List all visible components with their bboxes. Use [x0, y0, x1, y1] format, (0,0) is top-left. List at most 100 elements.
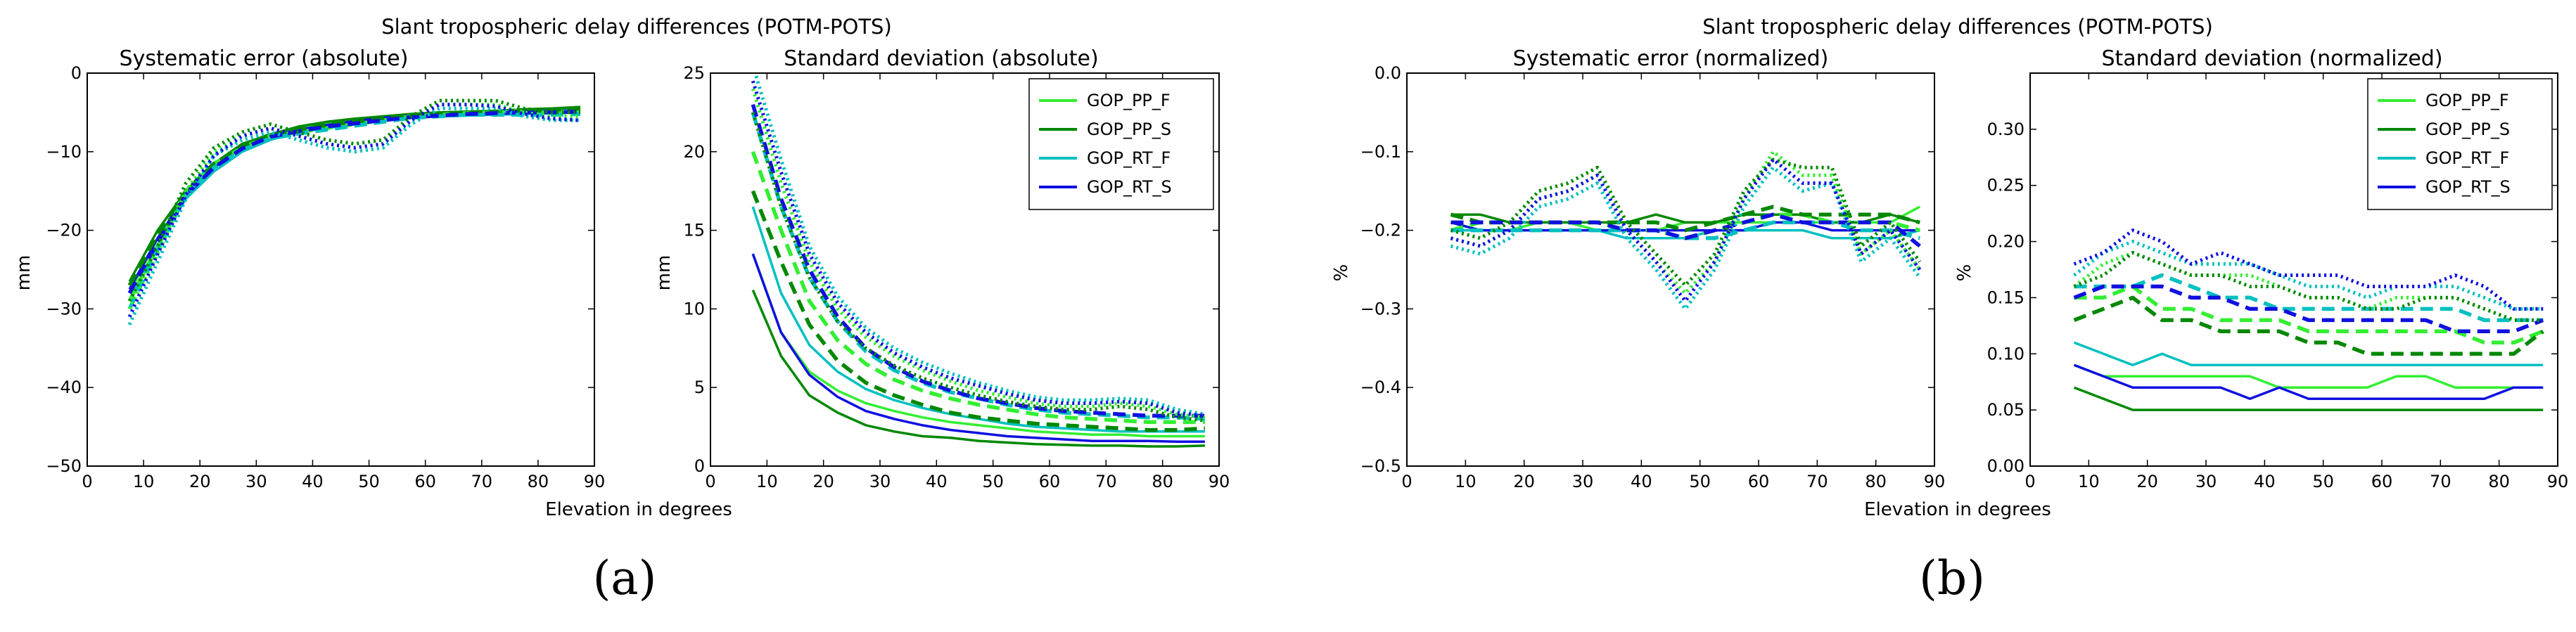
- y-tick-label: −0.3: [1360, 299, 1401, 318]
- y-tick-label: 0.0: [1375, 63, 1401, 83]
- series-line-gop_rt_s-dashed: [1450, 212, 1921, 248]
- axes-frame: [710, 72, 1220, 467]
- series-line-gop_rt_s-solid: [2073, 363, 2544, 400]
- x-tick-label: 40: [302, 472, 324, 491]
- x-tick-label: 30: [246, 472, 267, 491]
- y-tick-label: 20: [683, 142, 705, 162]
- x-tick-label: 20: [2136, 472, 2158, 491]
- series-line-gop_pp_s-dashed: [751, 190, 1206, 432]
- y-tick-label: 0.20: [1987, 232, 2025, 252]
- x-tick-label: 60: [2371, 472, 2393, 491]
- series-line-gop_rt_s-dashed: [127, 110, 581, 295]
- series-group: [751, 73, 1206, 448]
- y-tick-label: 15: [683, 221, 705, 240]
- x-tick-label: 10: [756, 472, 778, 491]
- y-tick-label: 0.10: [1987, 344, 2025, 363]
- legend-label-gop_pp_s: GOP_PP_S: [2425, 120, 2510, 139]
- y-tick-label: 5: [694, 378, 705, 397]
- y-tick-label: 0.30: [1987, 120, 2025, 139]
- x-tick-label: 60: [1039, 472, 1061, 491]
- x-tick-label: 0: [705, 472, 715, 491]
- series-line-gop_pp_s-dotted: [127, 98, 580, 302]
- x-axis-label-b: Elevation in degrees: [1864, 499, 2051, 520]
- series-line-gop_rt_f-dashed: [2074, 273, 2544, 323]
- x-tick-label: 30: [2195, 472, 2217, 491]
- series-line-gop_pp_s-dashed: [127, 106, 581, 287]
- axes-frame: [2029, 72, 2558, 467]
- series-line-gop_pp_f-solid: [128, 108, 581, 294]
- x-tick-label: 40: [926, 472, 948, 491]
- legend-label-gop_rt_f: GOP_RT_F: [1087, 148, 1171, 168]
- legend-label-gop_rt_s: GOP_RT_S: [2425, 177, 2511, 197]
- legend-label-gop_pp_f: GOP_PP_F: [2425, 91, 2509, 110]
- chart-standard-deviation-absolute: 0 10 20 30 40 50 60 70 80 900510152025GOP_PP_FGOP…: [683, 63, 1230, 491]
- axes-frame: [1406, 72, 1935, 467]
- series-line-gop_rt_f-dotted: [753, 73, 1206, 416]
- y-tick-label: 0.25: [1987, 176, 2025, 195]
- y-axis-label-systematic-normalized: %: [1331, 264, 1352, 282]
- x-tick-label: 70: [1806, 472, 1828, 491]
- x-tick-label: 50: [2312, 472, 2334, 491]
- y-tick-label: 0.15: [1987, 288, 2025, 307]
- series-line-gop_rt_s-solid: [128, 108, 581, 290]
- x-tick-label: 40: [2254, 472, 2276, 491]
- series-line-gop_rt_f-dotted: [127, 106, 580, 325]
- panel-label-b: (b): [1919, 551, 1985, 605]
- series-line-gop_pp_s-solid: [2073, 386, 2544, 411]
- series-line-gop_pp_f-dashed: [2074, 284, 2544, 345]
- series-line-gop_pp_s-dashed: [2073, 295, 2544, 356]
- series-line-gop_pp_s-solid: [751, 289, 1205, 448]
- y-tick-label: −30: [46, 299, 82, 318]
- series-line-gop_pp_f-solid: [2073, 363, 2544, 389]
- y-tick-label: −50: [46, 456, 82, 476]
- series-line-gop_rt_s-solid: [751, 253, 1205, 444]
- series-group: [1450, 150, 1922, 311]
- chart-title-stddev-absolute: Standard deviation (absolute): [784, 46, 1098, 71]
- legend: GOP_PP_F GOP_PP_S GOP_RT_F GOP_RT_S: [2367, 78, 2553, 210]
- legend-label-gop_rt_s: GOP_RT_S: [1087, 177, 1172, 197]
- suptitle-b: Slant tropospheric delay differences (PO…: [1702, 15, 2213, 39]
- x-tick-label: 50: [1689, 472, 1711, 491]
- x-tick-label: 30: [869, 472, 891, 491]
- x-tick-label: 10: [133, 472, 155, 491]
- y-tick-label: −0.5: [1360, 456, 1401, 476]
- series-line-gop_rt_s-dotted: [127, 103, 581, 318]
- series-group: [127, 98, 581, 325]
- series-line-gop_rt_f-solid: [2073, 341, 2544, 367]
- chart-systematic-error-normalized: 0 10 20 30 40 50 60 70 80 90 −0.5 −0.4 −0.3 −0.2 −0.1 0…: [1360, 63, 1946, 491]
- chart-systematic-error-absolute: 0 10 20 30 40 50 60 70 80 90 −50 −40 −30 −20 −10 0: [46, 63, 605, 491]
- suptitle-a: Slant tropospheric delay differences (PO…: [381, 15, 892, 39]
- chart-standard-deviation-normalized: 0 10 20 30 40 50 60 70 80 90 0.00 0.05 0.10 0.15 0.20 0…: [1987, 72, 2569, 491]
- x-tick-label: 80: [1865, 472, 1887, 491]
- legend: GOP_PP_F GOP_PP_S GOP_RT_F GOP_RT_S: [1028, 78, 1214, 210]
- y-tick-label: −10: [46, 142, 82, 162]
- legend-label-gop_rt_f: GOP_RT_F: [2425, 148, 2509, 168]
- x-tick-label: 80: [528, 472, 549, 491]
- chart-title-stddev-normalized: Standard deviation (normalized): [2101, 46, 2442, 71]
- x-tick-label: 10: [2078, 472, 2100, 491]
- y-tick-label: 25: [683, 63, 705, 83]
- x-tick-label: 10: [1455, 472, 1477, 491]
- series-line-gop_rt_s-dashed: [2073, 284, 2544, 334]
- y-tick-label: −0.4: [1360, 378, 1401, 397]
- y-tick-label: −0.2: [1360, 221, 1401, 240]
- y-axis-label-systematic-absolute: mm: [13, 255, 34, 291]
- y-tick-label: −40: [46, 378, 82, 397]
- series-group: [2072, 228, 2544, 411]
- x-tick-label: 60: [414, 472, 436, 491]
- x-tick-label: 90: [1209, 472, 1230, 491]
- y-tick-label: 0.00: [1987, 456, 2025, 476]
- y-axis-label-stddev-absolute: mm: [653, 255, 675, 291]
- x-tick-label: 20: [189, 472, 211, 491]
- series-line-gop_pp_f-dotted: [127, 103, 580, 310]
- y-tick-label: −0.1: [1360, 142, 1401, 162]
- x-tick-label: 90: [2547, 472, 2569, 491]
- y-tick-label: 0: [71, 63, 82, 83]
- y-tick-label: 0.05: [1987, 400, 2025, 420]
- series-line-gop_rt_s-dotted: [751, 80, 1206, 418]
- series-line-gop_rt_s-dotted: [2073, 228, 2544, 311]
- x-axis-label-a: Elevation in degrees: [545, 499, 732, 520]
- x-tick-label: 0: [2025, 472, 2035, 491]
- series-line-gop_pp_s-solid: [128, 105, 581, 283]
- x-tick-label: 70: [471, 472, 493, 491]
